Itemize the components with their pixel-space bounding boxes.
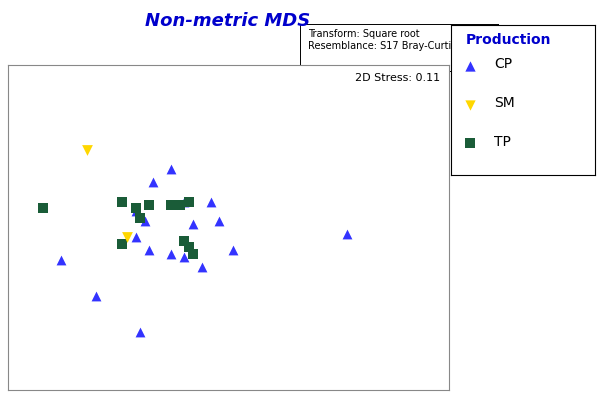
Point [228,247,238,253]
Point [166,251,176,257]
Point [136,329,145,335]
Point [140,218,149,224]
Point [166,166,176,172]
Point [131,234,140,240]
Text: TP: TP [494,135,511,149]
Point [465,101,475,108]
Point [82,147,92,153]
Text: Non-metric MDS: Non-metric MDS [145,12,311,30]
Point [179,254,189,260]
Point [175,202,185,208]
Text: Production: Production [466,33,551,47]
Point [197,263,206,269]
Point [131,208,140,214]
Point [144,247,154,253]
Text: 2D Stress: 0.11: 2D Stress: 0.11 [355,73,440,83]
Point [184,199,193,205]
Point [122,234,131,240]
Point [179,199,189,205]
Point [184,244,193,250]
Text: SM: SM [494,96,515,110]
Point [465,63,475,69]
Point [56,257,65,263]
Point [179,237,189,243]
Point [166,202,176,208]
Point [131,205,140,211]
Point [343,231,352,237]
Point [91,293,101,299]
Text: CP: CP [494,57,512,71]
Point [118,199,127,205]
Text: Transform: Square root
Resemblance: S17 Bray-Curtis similarity: Transform: Square root Resemblance: S17 … [308,29,505,51]
Point [188,251,198,257]
Point [465,140,475,147]
Point [188,221,198,227]
Point [144,202,154,208]
Point [136,215,145,221]
Point [206,199,215,205]
Point [215,218,224,224]
Point [149,179,158,185]
Point [38,205,48,211]
Point [118,241,127,247]
